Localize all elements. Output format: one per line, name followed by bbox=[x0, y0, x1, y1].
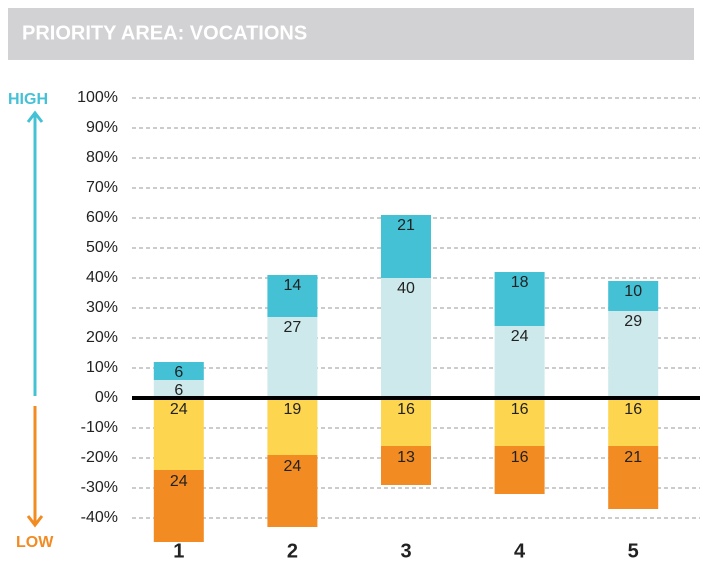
y-tick-label: 80% bbox=[86, 149, 118, 166]
bar-segment bbox=[494, 398, 545, 446]
value-label: 21 bbox=[624, 449, 642, 466]
y-tick-label: 0% bbox=[95, 389, 118, 406]
value-label: 16 bbox=[624, 401, 642, 418]
y-tick-label: -30% bbox=[81, 479, 118, 496]
x-tick-label: 2 bbox=[287, 540, 298, 562]
bar-segment bbox=[153, 470, 204, 542]
x-tick-label: 3 bbox=[400, 540, 411, 562]
y-tick-label: 10% bbox=[86, 359, 118, 376]
y-tick-label: 40% bbox=[86, 269, 118, 286]
value-label: 14 bbox=[284, 277, 302, 294]
value-label: 29 bbox=[624, 313, 642, 330]
value-label: 6 bbox=[174, 382, 183, 399]
bar-segment bbox=[153, 362, 204, 380]
bar-segment bbox=[381, 446, 431, 485]
value-label: 16 bbox=[397, 401, 415, 418]
bar-segment bbox=[494, 272, 545, 326]
bar-segment bbox=[494, 446, 545, 494]
bar-segment bbox=[608, 281, 659, 311]
low-label: LOW bbox=[16, 534, 54, 551]
y-tick-label: -10% bbox=[81, 419, 118, 436]
value-label: 16 bbox=[511, 449, 529, 466]
bar-segment bbox=[267, 317, 318, 398]
y-tick-label: 50% bbox=[86, 239, 118, 256]
value-label: 21 bbox=[397, 217, 415, 234]
value-label: 24 bbox=[284, 458, 302, 475]
value-label: 24 bbox=[170, 401, 188, 418]
x-tick-label: 1 bbox=[173, 540, 184, 562]
value-label: 6 bbox=[174, 364, 183, 381]
value-label: 40 bbox=[397, 280, 415, 297]
high-label: HIGH bbox=[8, 91, 48, 108]
bar-segment bbox=[494, 326, 545, 398]
y-tick-label: 90% bbox=[86, 119, 118, 136]
value-label: 10 bbox=[624, 283, 642, 300]
chart-title: PRIORITY AREA: VOCATIONS bbox=[22, 22, 307, 44]
bar-segment bbox=[153, 380, 204, 398]
x-tick-label: 4 bbox=[514, 540, 526, 562]
y-tick-label: -20% bbox=[81, 449, 118, 466]
y-tick-label: 60% bbox=[86, 209, 118, 226]
x-tick-label: 5 bbox=[628, 540, 639, 562]
y-tick-label: 100% bbox=[77, 89, 118, 106]
y-tick-label: 70% bbox=[86, 179, 118, 196]
bar-segment bbox=[267, 275, 318, 317]
bar-segment bbox=[267, 455, 318, 527]
value-label: 27 bbox=[284, 319, 302, 336]
value-label: 24 bbox=[170, 473, 188, 490]
bar-segment bbox=[267, 398, 318, 455]
y-tick-label: -40% bbox=[81, 509, 118, 526]
y-tick-label: 20% bbox=[86, 329, 118, 346]
value-label: 13 bbox=[397, 449, 415, 466]
value-label: 24 bbox=[511, 328, 529, 345]
bar-segment bbox=[381, 398, 431, 446]
value-label: 16 bbox=[511, 401, 529, 418]
value-label: 19 bbox=[284, 401, 302, 418]
value-label: 18 bbox=[511, 274, 529, 291]
bar-segment bbox=[153, 398, 204, 470]
bar-segment bbox=[381, 215, 431, 278]
bar-segment bbox=[608, 311, 659, 398]
y-tick-label: 30% bbox=[86, 299, 118, 316]
title-banner bbox=[8, 8, 694, 60]
bar-segment bbox=[381, 278, 431, 398]
high-arrow-head bbox=[26, 110, 44, 123]
low-arrow-head bbox=[26, 515, 44, 528]
bar-segment bbox=[608, 398, 659, 446]
bar-segment bbox=[608, 446, 659, 509]
